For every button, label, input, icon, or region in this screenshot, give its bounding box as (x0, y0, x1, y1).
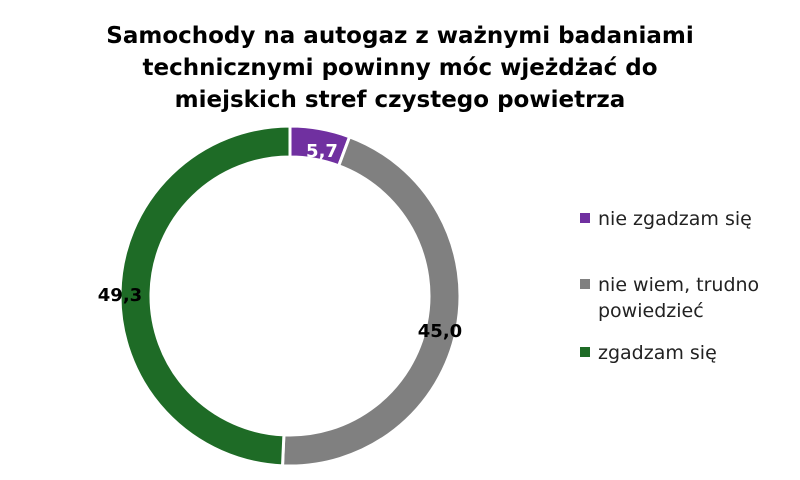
legend-item-agree: zgadzam się (580, 340, 717, 366)
legend-label: nie zgadzam się (598, 208, 752, 230)
legend-swatch (580, 279, 590, 289)
title-line: technicznymi powinny móc wjeżdżać do (142, 55, 658, 81)
legend-swatch (580, 213, 590, 223)
title-line: Samochody na autogaz z ważnymi badaniami (106, 23, 694, 49)
legend-item-dont-know: nie wiem, trudno powiedzieć (580, 272, 759, 324)
legend-swatch (580, 347, 590, 357)
chart-title: Samochody na autogaz z ważnymi badaniami… (0, 20, 800, 116)
donut-slice (280, 134, 462, 468)
data-label: 49,3 (98, 285, 142, 306)
donut-slice (118, 124, 292, 468)
legend-label-line: powiedzieć (598, 300, 704, 322)
title-line: miejskich stref czystego powietrza (174, 87, 626, 113)
legend-item-disagree: nie zgadzam się (580, 206, 752, 232)
data-label: 5,7 (306, 141, 338, 162)
data-label: 45,0 (418, 321, 462, 342)
legend-label: nie wiem, trudno powiedzieć (598, 272, 759, 324)
legend-label: zgadzam się (598, 342, 717, 364)
legend-label-line: nie wiem, trudno (598, 274, 760, 296)
